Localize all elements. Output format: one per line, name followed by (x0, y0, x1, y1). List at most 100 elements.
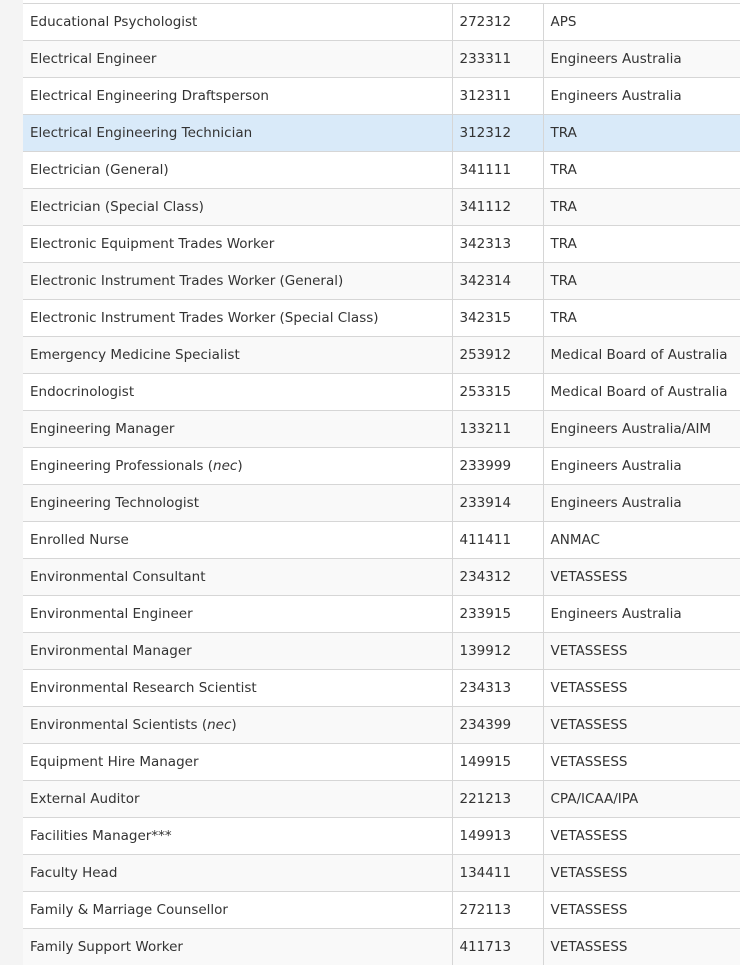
table-row: Electrician (Special Class) 341112 TRA (23, 188, 740, 226)
occupation-cell: Electrical Engineering Draftsperson (23, 77, 452, 115)
assessing-authority-cell: VETASSESS (542, 558, 740, 596)
occupation-cell: Facilities Manager*** (23, 817, 452, 855)
occupation-name: Engineering Manager (30, 421, 175, 437)
table-row: Engineering Professionals (nec) 233999 Eng… (23, 447, 740, 485)
occupation-table: Educational Psychologist 272312 APS Electri… (23, 3, 740, 965)
occupation-cell: Environmental Engineer (23, 595, 452, 633)
anzsco-code-cell: 149913 (451, 817, 543, 855)
table-row: Engineering Manager 133211 Engineers Austr… (23, 410, 740, 448)
assessing-authority-cell: Engineers Australia (542, 447, 740, 485)
anzsco-code-cell: 272113 (451, 891, 543, 929)
occupation-cell: Electrical Engineering Technician (23, 114, 452, 152)
occupation-cell: Electronic Instrument Trades Worker (Spe… (23, 299, 452, 337)
occupation-cell: Environmental Scientists (nec) (23, 706, 452, 744)
table-row: Engineering Technologist 233914 Engineers … (23, 484, 740, 522)
anzsco-code-cell: 341112 (451, 188, 543, 226)
occupation-name: Engineering Professionals (30, 458, 204, 474)
assessing-authority-cell: TRA (542, 114, 740, 152)
table-row: Environmental Research Scientist 234313 VE… (23, 669, 740, 707)
occupation-cell: Engineering Professionals (nec) (23, 447, 452, 485)
anzsco-code-cell: 253315 (451, 373, 543, 411)
assessing-authority-cell: Medical Board of Australia (542, 336, 740, 374)
anzsco-code-cell: 234312 (451, 558, 543, 596)
occupation-name: Environmental Consultant (30, 569, 206, 585)
anzsco-code-cell: 233999 (451, 447, 543, 485)
occupation-name: Faculty Head (30, 865, 118, 881)
assessing-authority-cell: VETASSESS (542, 632, 740, 670)
assessing-authority-cell: Engineers Australia (542, 77, 740, 115)
table-row: Electrical Engineering Draftsperson 31231… (23, 77, 740, 115)
occupation-cell: Faculty Head (23, 854, 452, 892)
occupation-name: Electrician (General) (30, 162, 169, 178)
anzsco-code-cell: 342315 (451, 299, 543, 337)
anzsco-code-cell: 233915 (451, 595, 543, 633)
anzsco-code-cell: 253912 (451, 336, 543, 374)
assessing-authority-cell: Engineers Australia (542, 595, 740, 633)
anzsco-code-cell: 233311 (451, 40, 543, 78)
occupation-name: Educational Psychologist (30, 14, 198, 30)
occupation-name: Emergency Medicine Specialist (30, 347, 240, 363)
occupation-cell: Engineering Manager (23, 410, 452, 448)
assessing-authority-cell: VETASSESS (542, 891, 740, 929)
table-row: External Auditor 221213 CPA/ICAA/IPA (23, 780, 740, 818)
table-row: Emergency Medicine Specialist 253912 Medic… (23, 336, 740, 374)
anzsco-code-cell: 342314 (451, 262, 543, 300)
assessing-authority-cell: VETASSESS (542, 928, 740, 965)
occupation-cell: Environmental Research Scientist (23, 669, 452, 707)
assessing-authority-cell: TRA (542, 299, 740, 337)
occupation-name: Electronic Equipment Trades Worker (30, 236, 275, 252)
assessing-authority-cell: TRA (542, 225, 740, 263)
occupation-name: Electrician (Special Class) (30, 199, 204, 215)
table-row: Electrician (General) 341111 TRA (23, 151, 740, 189)
occupation-name: Electrical Engineer (30, 51, 157, 67)
table-row: Electronic Equipment Trades Worker 342313… (23, 225, 740, 263)
assessing-authority-cell: TRA (542, 188, 740, 226)
assessing-authority-cell: CPA/ICAA/IPA (542, 780, 740, 818)
table-row: Environmental Manager 139912 VETASSESS (23, 632, 740, 670)
occupation-cell: Family & Marriage Counsellor (23, 891, 452, 929)
occupation-name: Electronic Instrument Trades Worker (Spe… (30, 310, 379, 326)
occupation-name: Enrolled Nurse (30, 532, 129, 548)
table-row: Facilities Manager*** 149913 VETASSESS (23, 817, 740, 855)
occupation-cell: External Auditor (23, 780, 452, 818)
anzsco-code-cell: 149915 (451, 743, 543, 781)
page-margin (0, 0, 23, 965)
assessing-authority-cell: Engineers Australia (542, 484, 740, 522)
occupation-name: Facilities Manager*** (30, 828, 172, 844)
occupation-name: Environmental Research Scientist (30, 680, 257, 696)
table-row: Electrical Engineer 233311 Engineers Austr… (23, 40, 740, 78)
anzsco-code-cell: 312311 (451, 77, 543, 115)
occupation-cell: Educational Psychologist (23, 3, 452, 41)
assessing-authority-cell: Medical Board of Australia (542, 373, 740, 411)
occupation-name: Environmental Engineer (30, 606, 193, 622)
occupation-cell: Enrolled Nurse (23, 521, 452, 559)
table-row: Family Support Worker 411713 VETASSESS (23, 928, 740, 965)
assessing-authority-cell: VETASSESS (542, 706, 740, 744)
table-row: Electronic Instrument Trades Worker (Spe… (23, 299, 740, 337)
nec-label: nec (213, 458, 238, 474)
anzsco-code-cell: 234399 (451, 706, 543, 744)
assessing-authority-cell: VETASSESS (542, 854, 740, 892)
occupation-cell: Equipment Hire Manager (23, 743, 452, 781)
anzsco-code-cell: 139912 (451, 632, 543, 670)
assessing-authority-cell: APS (542, 3, 740, 41)
occupation-name: Electrical Engineering Technician (30, 125, 253, 141)
assessing-authority-cell: Engineers Australia (542, 40, 740, 78)
occupation-name: Endocrinologist (30, 384, 135, 400)
table-row: Electronic Instrument Trades Worker (Gen… (23, 262, 740, 300)
table-row: Environmental Scientists (nec) 234399 VETA… (23, 706, 740, 744)
occupation-cell: Electrician (Special Class) (23, 188, 452, 226)
assessing-authority-cell: VETASSESS (542, 743, 740, 781)
assessing-authority-cell: TRA (542, 151, 740, 189)
occupation-name: External Auditor (30, 791, 140, 807)
occupation-cell: Emergency Medicine Specialist (23, 336, 452, 374)
anzsco-code-cell: 234313 (451, 669, 543, 707)
table-row: Enrolled Nurse 411411 ANMAC (23, 521, 740, 559)
occupation-name: Electronic Instrument Trades Worker (Gen… (30, 273, 344, 289)
table-row: Endocrinologist 253315 Medical Board of Au… (23, 373, 740, 411)
assessing-authority-cell: TRA (542, 262, 740, 300)
table-row: Environmental Consultant 234312 VETASSESS (23, 558, 740, 596)
occupation-cell: Engineering Technologist (23, 484, 452, 522)
occupation-name: Family & Marriage Counsellor (30, 902, 228, 918)
occupation-cell: Electrician (General) (23, 151, 452, 189)
